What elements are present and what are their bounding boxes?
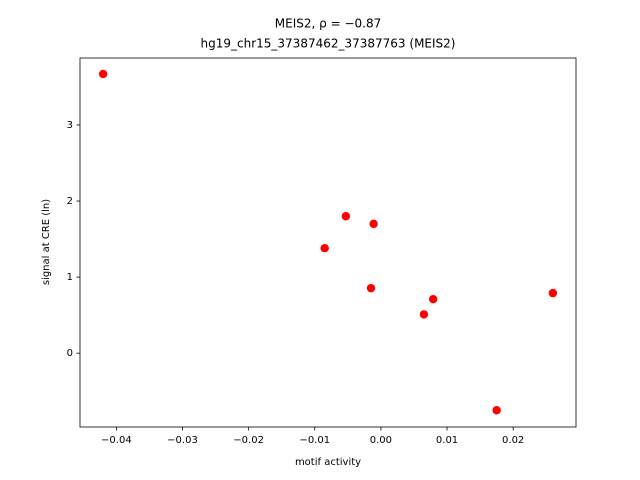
x-tick-label: 0.00 (370, 435, 392, 446)
point (341, 212, 351, 221)
point (548, 288, 558, 298)
x-tick-label: −0.01 (299, 435, 330, 446)
x-tick-label: 0.02 (502, 435, 524, 446)
point (98, 69, 108, 79)
chart-subtitle: hg19_chr15_37387462_37387763 (MEIS2) (201, 37, 456, 51)
plot-frame (79, 57, 577, 428)
x-tick-label: 0.01 (436, 435, 458, 446)
x-tick-label: −0.03 (167, 435, 198, 446)
point (320, 244, 329, 253)
point (428, 294, 438, 304)
y-axis-label: signal at CRE (ln) (41, 199, 52, 285)
y-tick-label: 3 (67, 120, 73, 131)
point (369, 219, 378, 229)
y-tick-label: 2 (67, 196, 73, 207)
y-tick-label: 1 (67, 272, 73, 283)
point (366, 283, 376, 293)
x-tick-label: −0.04 (101, 435, 132, 446)
x-tick-label: −0.02 (233, 435, 264, 446)
x-axis-label: motif activity (295, 457, 361, 468)
point (419, 310, 429, 319)
chart-title: MEIS2, ρ = −0.87 (275, 17, 381, 31)
point (492, 406, 501, 415)
y-tick-label: 0 (67, 348, 73, 359)
